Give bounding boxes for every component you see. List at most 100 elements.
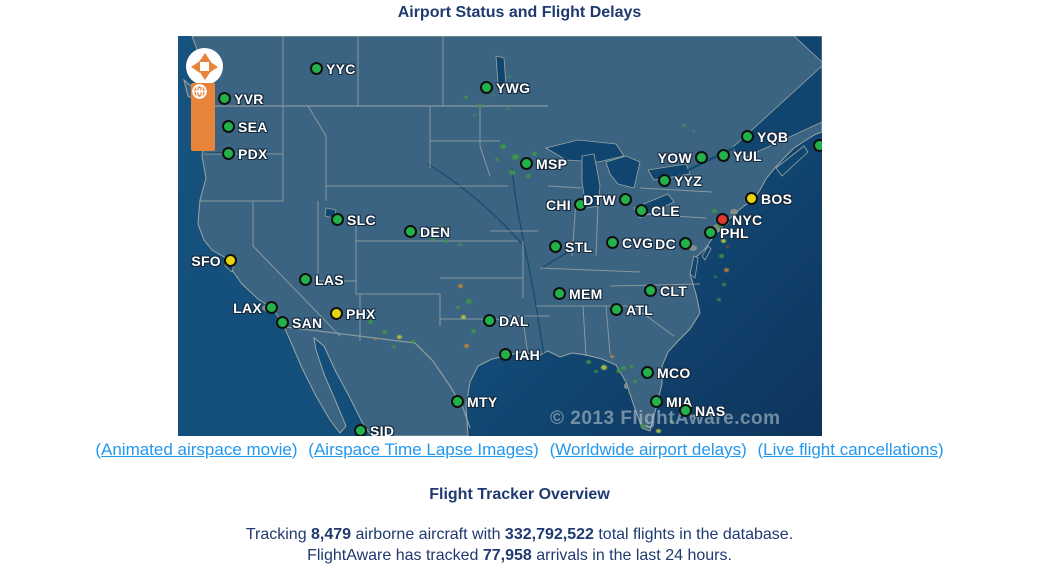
airport-marker-MCO[interactable]: MCO <box>641 365 690 381</box>
airport-marker-PHX[interactable]: PHX <box>330 306 375 322</box>
airport-marker-SAN[interactable]: SAN <box>276 315 322 331</box>
airport-status-dot <box>644 284 657 297</box>
airport-marker-IAH[interactable]: IAH <box>499 347 540 363</box>
airport-marker-PHL[interactable]: PHL <box>704 225 749 241</box>
airport-marker-YQB[interactable]: YQB <box>741 129 788 145</box>
airport-marker-YYZ[interactable]: YYZ <box>658 173 702 189</box>
stats-text: arrivals in the last 24 hours. <box>531 547 732 564</box>
radar-speck <box>458 243 462 247</box>
airport-marker-DAL[interactable]: DAL <box>483 313 528 329</box>
airport-marker-CHI[interactable]: CHI <box>546 197 587 213</box>
airport-status-dot <box>276 316 289 329</box>
airport-code-label: MCO <box>657 364 691 381</box>
overview-title: Flight Tracker Overview <box>429 486 610 503</box>
airport-marker-LAX[interactable]: LAX <box>233 300 278 316</box>
stats-text: total flights in the database. <box>593 526 794 543</box>
airport-code-label: MEM <box>569 285 603 302</box>
pan-up-arrow-icon[interactable] <box>199 53 211 62</box>
link-wrap: (Animated airspace movie) <box>95 440 297 459</box>
state-borders <box>200 36 713 429</box>
airport-marker-CLT[interactable]: CLT <box>644 283 687 299</box>
airport-marker-MSP[interactable]: MSP <box>520 156 567 172</box>
radar-speck <box>466 299 472 304</box>
total-flights-count: 332,792,522 <box>504 526 594 543</box>
radar-speck <box>692 130 695 133</box>
airport-marker-YVR[interactable]: YVR <box>218 91 263 107</box>
airport-code-label: LAX <box>233 299 262 316</box>
airport-marker-CLE[interactable]: CLE <box>635 203 680 219</box>
airport-marker-SEA[interactable]: SEA <box>222 119 267 135</box>
radar-speck <box>368 320 373 324</box>
link-animated-airspace-movie[interactable]: Animated airspace movie <box>101 440 292 459</box>
airport-code-label: YOW <box>657 149 692 166</box>
airport-status-dot <box>520 157 533 170</box>
radar-speck <box>633 380 637 384</box>
airport-code-label: BOS <box>761 190 793 207</box>
link-worldwide-airport-delays[interactable]: Worldwide airport delays <box>555 440 742 459</box>
pan-down-arrow-icon[interactable] <box>199 71 211 80</box>
paren: ) <box>741 440 747 459</box>
airport-marker-DC[interactable]: DC <box>655 236 692 252</box>
airport-marker-MIA[interactable]: MIA <box>650 394 692 410</box>
map-pan-control[interactable] <box>186 48 223 85</box>
link-airspace-time-lapse[interactable]: Airspace Time Lapse Images <box>313 440 534 459</box>
airport-marker-BOS[interactable]: BOS <box>745 191 792 207</box>
airport-marker-unlabeled[interactable] <box>813 139 822 152</box>
airport-marker-STL[interactable]: STL <box>549 239 592 255</box>
airport-marker-ATL[interactable]: ATL <box>610 302 653 318</box>
airport-code-label: STL <box>565 238 593 255</box>
radar-speck <box>508 76 511 79</box>
pan-right-arrow-icon[interactable] <box>209 61 218 73</box>
airport-status-dot <box>480 81 493 94</box>
link-live-flight-cancellations[interactable]: Live flight cancellations <box>763 440 938 459</box>
airport-code-label: YYZ <box>674 172 703 189</box>
radar-speck <box>506 108 509 111</box>
radar-speck <box>722 283 726 287</box>
airport-code-label: LAS <box>315 271 344 288</box>
radar-speck <box>461 315 466 319</box>
airport-marker-DEN[interactable]: DEN <box>404 224 450 240</box>
airport-marker-LAS[interactable]: LAS <box>299 272 344 288</box>
airport-status-dot <box>483 314 496 327</box>
airport-marker-CVG[interactable]: CVG <box>606 235 653 251</box>
airport-marker-NAS[interactable]: NAS <box>679 403 725 419</box>
airport-status-dot <box>658 174 671 187</box>
radar-speck <box>712 209 717 213</box>
airport-marker-PDX[interactable]: PDX <box>222 146 267 162</box>
airport-status-dot <box>265 301 278 314</box>
airport-code-label: CHI <box>545 196 571 213</box>
airport-marker-DTW[interactable]: DTW <box>583 192 632 208</box>
radar-speck <box>382 330 387 334</box>
airport-marker-MEM[interactable]: MEM <box>553 286 602 302</box>
airport-code-label: CLT <box>660 282 688 299</box>
link-wrap: (Live flight cancellations) <box>757 440 943 459</box>
radar-speck <box>492 94 495 97</box>
radar-speck <box>532 152 537 156</box>
airport-marker-MTY[interactable]: MTY <box>451 394 497 410</box>
airport-code-label: DAL <box>499 312 529 329</box>
airport-status-dot <box>745 192 758 205</box>
airport-marker-SID[interactable]: SID <box>354 423 394 436</box>
airport-status-dot <box>610 303 623 316</box>
radar-speck <box>641 424 646 428</box>
radar-speck <box>682 124 686 128</box>
airport-marker-YYC[interactable]: YYC <box>310 61 355 77</box>
rivers <box>203 146 735 355</box>
airport-status-map[interactable]: © 2013 FlightAware.com YYC YWG YVR SEA PDX MS… <box>178 36 822 436</box>
link-wrap: (Airspace Time Lapse Images) <box>308 440 539 459</box>
airport-code-label: MSP <box>536 155 568 172</box>
zoom-out-icon[interactable] <box>191 83 208 100</box>
radar-speck <box>438 226 442 230</box>
airport-marker-YWG[interactable]: YWG <box>480 80 530 96</box>
airport-marker-NYC[interactable]: NYC <box>716 212 762 228</box>
airport-marker-SFO[interactable]: SFO <box>191 253 237 269</box>
airport-marker-SLC[interactable]: SLC <box>331 212 376 228</box>
airport-status-dot <box>451 395 464 408</box>
radar-speck <box>464 344 469 348</box>
radar-speck <box>444 240 448 244</box>
airport-status-dot <box>331 213 344 226</box>
pan-left-arrow-icon[interactable] <box>191 61 200 73</box>
airport-status-dot <box>330 307 343 320</box>
airport-marker-YOW[interactable]: YOW <box>658 150 708 166</box>
airport-marker-YUL[interactable]: YUL <box>717 148 762 164</box>
